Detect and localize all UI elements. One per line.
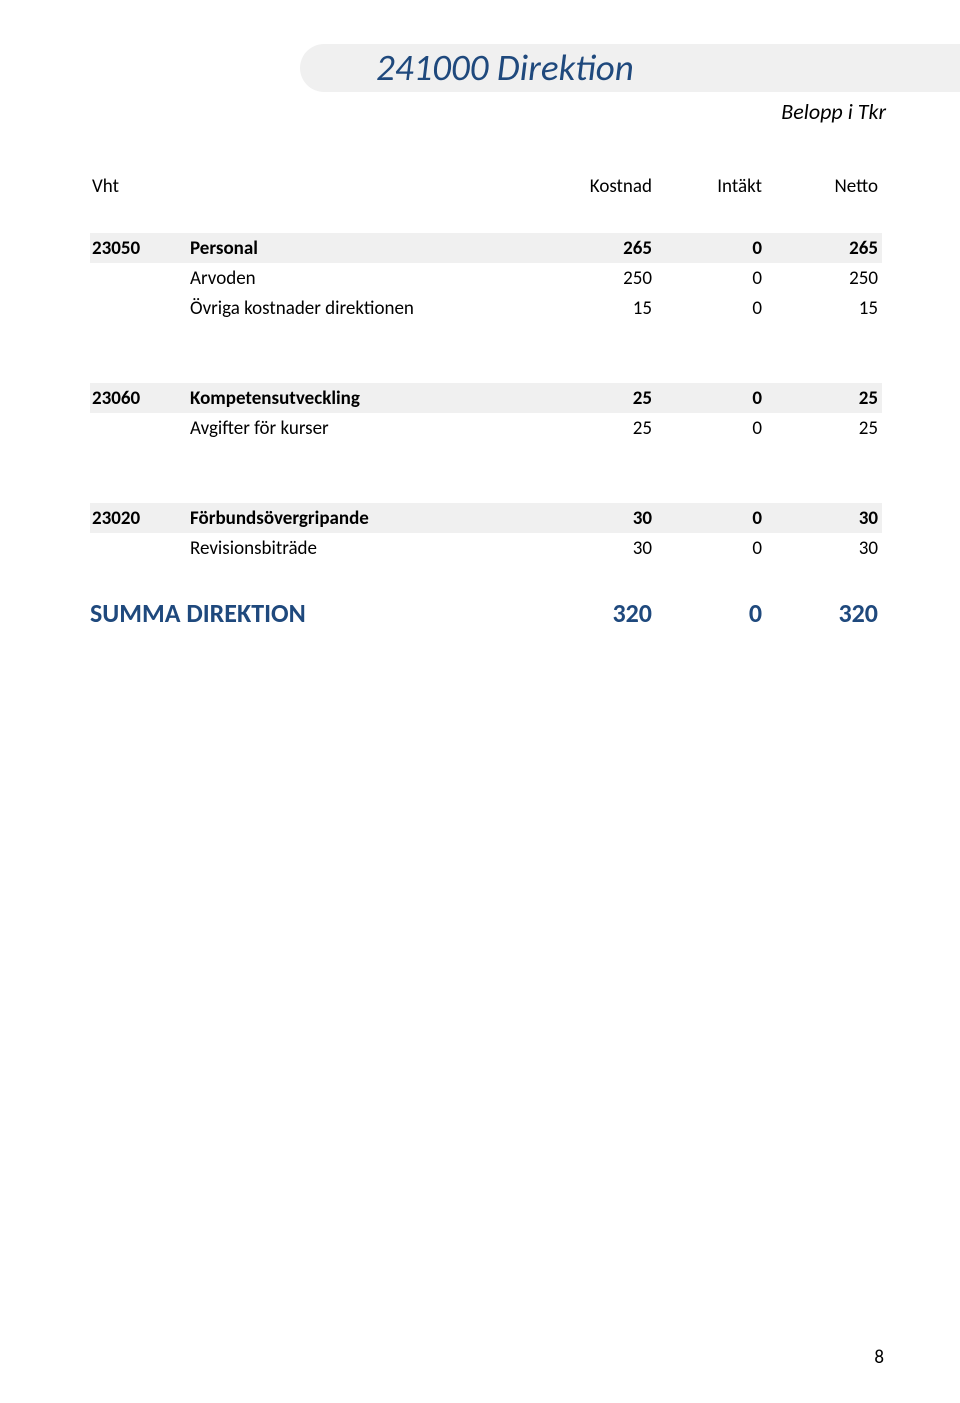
group-label: Personal (180, 237, 552, 260)
table-row: Revisionsbiträde 30 0 30 (90, 533, 882, 563)
group-code: 23060 (90, 387, 180, 410)
row-kostnad: 15 (552, 297, 662, 320)
table-row: Övriga kostnader direktionen 15 0 15 (90, 293, 882, 323)
col-header-netto: Netto (772, 175, 882, 198)
group-header-row: 23050 Personal 265 0 265 (90, 233, 882, 263)
row-intakt: 0 (662, 537, 772, 560)
group-label: Kompetensutveckling (180, 387, 552, 410)
row-label: Revisionsbiträde (180, 537, 552, 560)
page-number: 8 (874, 1346, 884, 1369)
col-header-vht: Vht (90, 175, 180, 198)
row-label: Avgifter för kurser (180, 417, 552, 440)
summary-netto: 320 (772, 597, 882, 629)
table-row: Arvoden 250 0 250 (90, 263, 882, 293)
spacer (90, 353, 882, 383)
spacer (90, 203, 882, 233)
row-kostnad: 250 (552, 267, 662, 290)
group-kostnad: 30 (552, 507, 662, 530)
row-kostnad: 25 (552, 417, 662, 440)
group-header-row: 23060 Kompetensutveckling 25 0 25 (90, 383, 882, 413)
summary-row: SUMMA DIREKTION 320 0 320 (90, 597, 882, 629)
spacer (90, 563, 882, 593)
group-intakt: 0 (662, 507, 772, 530)
budget-table: Vht Kostnad Intäkt Netto 23050 Personal … (0, 141, 960, 629)
group-kostnad: 25 (552, 387, 662, 410)
group-netto: 265 (772, 237, 882, 260)
group-code: 23020 (90, 507, 180, 530)
group-code: 23050 (90, 237, 180, 260)
row-netto: 250 (772, 267, 882, 290)
page-title: 241000 Direktion (300, 38, 960, 92)
col-header-kostnad: Kostnad (552, 175, 662, 198)
summary-label: SUMMA DIREKTION (90, 597, 480, 629)
row-label: Övriga kostnader direktionen (180, 297, 552, 320)
col-header-intakt: Intäkt (662, 175, 772, 198)
spacer (90, 323, 882, 353)
row-netto: 15 (772, 297, 882, 320)
row-intakt: 0 (662, 267, 772, 290)
table-row: Avgifter för kurser 25 0 25 (90, 413, 882, 443)
summary-intakt: 0 (662, 597, 772, 629)
summary-kostnad: 320 (552, 597, 662, 629)
group-intakt: 0 (662, 387, 772, 410)
group-netto: 30 (772, 507, 882, 530)
table-header-row: Vht Kostnad Intäkt Netto (90, 169, 882, 203)
row-netto: 30 (772, 537, 882, 560)
row-intakt: 0 (662, 297, 772, 320)
group-label: Förbundsövergripande (180, 507, 552, 530)
row-netto: 25 (772, 417, 882, 440)
group-intakt: 0 (662, 237, 772, 260)
spacer (90, 443, 882, 473)
spacer (90, 473, 882, 503)
page-header: 241000 Direktion Belopp i Tkr (0, 0, 960, 141)
row-intakt: 0 (662, 417, 772, 440)
row-kostnad: 30 (552, 537, 662, 560)
group-kostnad: 265 (552, 237, 662, 260)
group-header-row: 23020 Förbundsövergripande 30 0 30 (90, 503, 882, 533)
group-netto: 25 (772, 387, 882, 410)
page-subtitle: Belopp i Tkr (300, 92, 960, 125)
row-label: Arvoden (180, 267, 552, 290)
